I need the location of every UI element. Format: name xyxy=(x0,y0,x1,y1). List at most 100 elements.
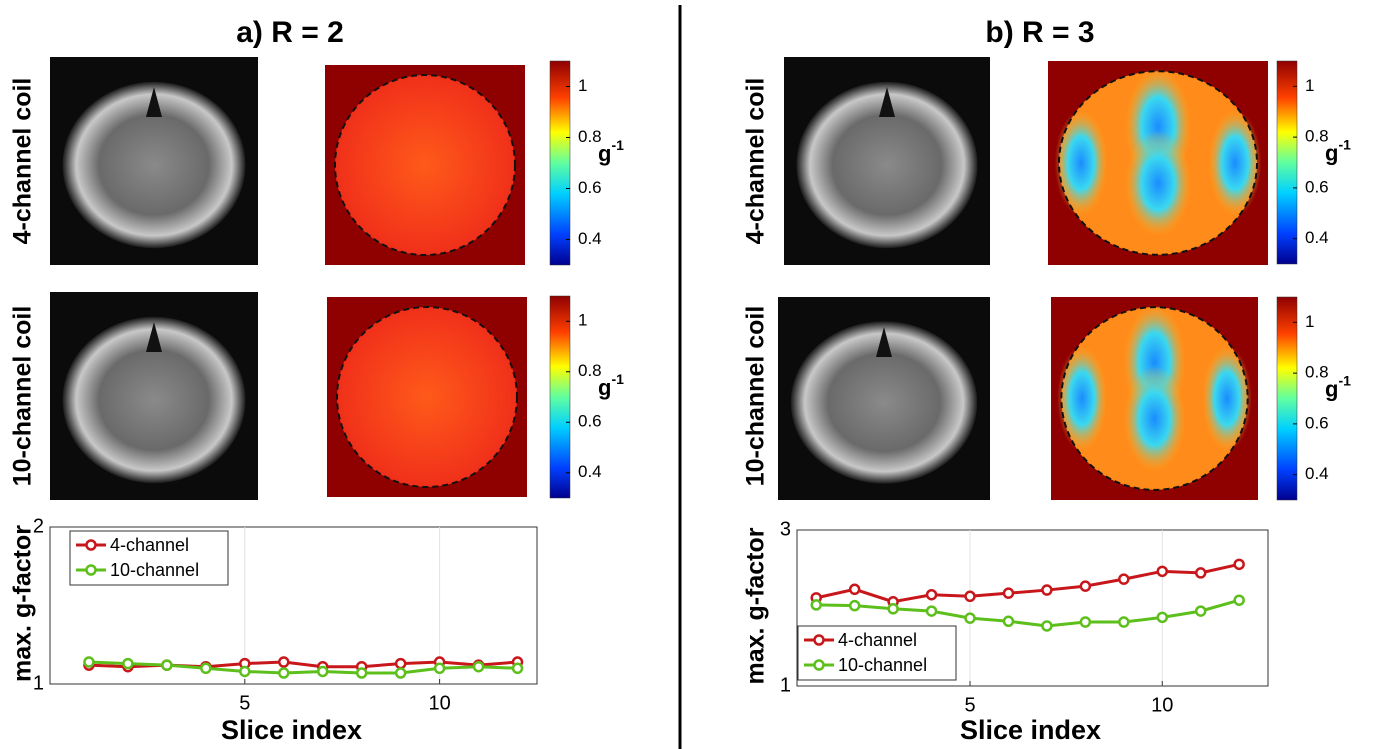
mri-airway xyxy=(876,327,892,357)
x-tick-label: 10 xyxy=(1151,694,1173,716)
series-marker xyxy=(1002,587,1015,599)
series-marker xyxy=(278,667,290,679)
colorbar-label-sup: -1 xyxy=(611,371,624,387)
colorbar-tick-label: 0.8 xyxy=(578,361,602,380)
gmap-low-region xyxy=(1202,345,1252,452)
x-axis-label: Slice index xyxy=(960,715,1101,745)
gmap-low-region xyxy=(1208,109,1262,217)
series-marker xyxy=(925,605,938,617)
series-marker xyxy=(1194,567,1207,579)
series-marker xyxy=(316,665,329,678)
x-tick-label: 5 xyxy=(964,694,975,716)
colorbar-label-sup: -1 xyxy=(1338,136,1351,152)
row-label: 4-channel coil xyxy=(742,78,770,245)
series-marker xyxy=(964,612,976,624)
series-marker xyxy=(1233,594,1245,606)
series-marker xyxy=(848,583,861,596)
colorbar-label-base: g xyxy=(598,375,611,400)
colorbar xyxy=(549,295,571,499)
x-tick-label: 10 xyxy=(428,692,450,714)
legend-marker xyxy=(813,659,825,671)
colorbar-tick-label: 0.6 xyxy=(1305,413,1329,432)
colorbar xyxy=(1276,296,1298,501)
colorbar-tick-label: 0.4 xyxy=(578,229,602,248)
colorbar-tick-label: 0.4 xyxy=(1305,464,1329,483)
legend-label: 10-channel xyxy=(110,560,199,580)
colorbar-tick-label: 0.6 xyxy=(578,412,602,431)
colorbar-tick-label: 1 xyxy=(578,76,587,95)
colorbar-tick-label: 0.6 xyxy=(578,178,602,197)
colorbar-label: g-1 xyxy=(598,137,624,166)
colorbar-tick-label: 1 xyxy=(1305,76,1314,95)
series-marker xyxy=(1233,558,1245,571)
series-marker xyxy=(964,590,976,603)
roi-outline xyxy=(1060,306,1249,491)
legend-label: 10-channel xyxy=(838,655,927,675)
series-marker xyxy=(511,662,524,675)
series-marker xyxy=(122,657,134,670)
series-marker xyxy=(810,599,822,611)
mri-airway xyxy=(879,87,895,117)
colorbar-tick-label: 0.8 xyxy=(1305,363,1329,382)
series-marker xyxy=(925,588,938,601)
gmap-low-region xyxy=(1125,130,1191,237)
x-axis-label: Slice index xyxy=(221,715,362,745)
series-marker xyxy=(433,662,446,675)
row-label: 4-channel coil xyxy=(9,78,37,245)
y-axis-label: max. g-factor xyxy=(742,527,770,684)
colorbar-label: g-1 xyxy=(598,371,624,400)
colorbar-label-sup: -1 xyxy=(1338,372,1351,388)
panel-title: b) R = 3 xyxy=(985,16,1094,49)
series-marker xyxy=(239,665,251,678)
colorbar-label-base: g xyxy=(598,141,611,166)
x-tick-label: 5 xyxy=(239,692,250,714)
y-tick-label: 3 xyxy=(780,518,791,540)
colorbar-label: g-1 xyxy=(1325,136,1351,165)
colorbar-label-sup: -1 xyxy=(611,137,624,153)
y-tick-label: 1 xyxy=(780,674,791,696)
series-marker xyxy=(1118,616,1130,628)
series-marker xyxy=(161,659,173,671)
colorbar-tick-label: 0.4 xyxy=(578,462,602,481)
panel-title: a) R = 2 xyxy=(236,16,344,49)
series-marker xyxy=(1156,565,1169,578)
mri-airway xyxy=(146,87,162,117)
colorbar-tick-label: 0.4 xyxy=(1305,228,1329,247)
gmap-region xyxy=(337,307,517,487)
legend xyxy=(69,530,229,586)
series-marker xyxy=(394,667,407,679)
legend-label: 4-channel xyxy=(110,535,189,555)
legend-marker xyxy=(85,539,97,551)
roi-outline xyxy=(334,74,516,256)
series-marker xyxy=(848,599,861,612)
roi-outline xyxy=(336,306,518,488)
legend-marker xyxy=(85,564,97,576)
series-marker xyxy=(394,657,407,670)
gmap-low-region xyxy=(1054,109,1108,217)
series-marker xyxy=(887,603,899,615)
colorbar xyxy=(1276,60,1298,265)
series-marker xyxy=(1041,620,1053,632)
gmap-region xyxy=(335,75,515,255)
colorbar-tick-label: 1 xyxy=(1305,312,1314,331)
colorbar-tick-label: 0.6 xyxy=(1305,177,1329,196)
mri-anatomy xyxy=(790,321,978,484)
series-marker xyxy=(1079,616,1092,628)
y-axis-label: max. g-factor xyxy=(9,525,37,682)
series-marker xyxy=(1194,605,1207,617)
mri-airway xyxy=(146,322,162,352)
series-marker xyxy=(1041,584,1053,596)
series-marker xyxy=(1079,580,1092,592)
series-marker xyxy=(1002,615,1015,628)
mri-anatomy xyxy=(62,81,246,249)
legend-label: 4-channel xyxy=(838,630,917,650)
series-marker xyxy=(472,660,485,673)
series-marker xyxy=(200,662,212,675)
series-marker xyxy=(83,656,95,668)
mri-anatomy xyxy=(796,81,978,249)
colorbar-label: g-1 xyxy=(1325,372,1351,401)
mri-anatomy xyxy=(62,316,246,484)
colorbar-tick-label: 1 xyxy=(578,311,587,330)
colorbar-label-base: g xyxy=(1325,140,1338,165)
